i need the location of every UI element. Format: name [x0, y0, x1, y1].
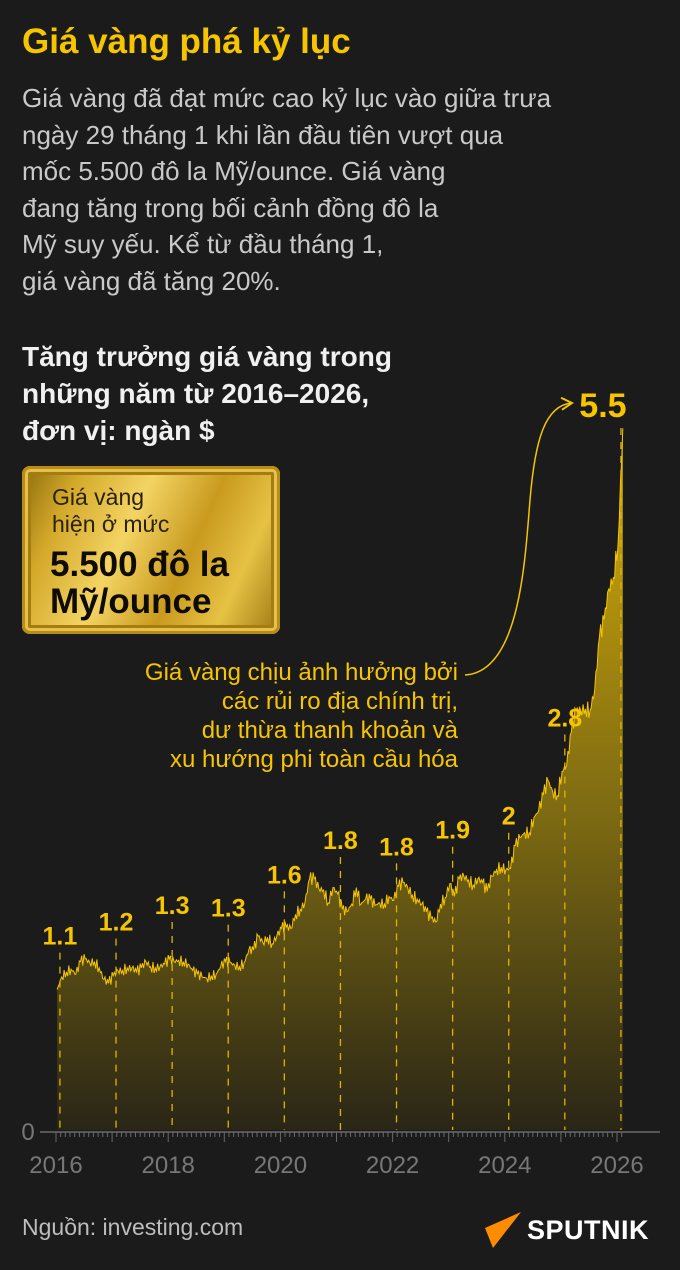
- x-tick-label: 2018: [142, 1152, 195, 1179]
- intro-text: Giá vàng đã đạt mức cao kỷ lục vào giữa …: [22, 83, 552, 296]
- sputnik-logo-icon: [485, 1212, 521, 1248]
- chart-title: Tăng trưởng giá vàng trong những năm từ …: [22, 341, 392, 446]
- chart-annotation: Giá vàng chịu ảnh hưởng bởi các rủi ro đ…: [144, 659, 458, 773]
- data-label: 5.5: [579, 387, 626, 425]
- source-text: Nguồn: investing.com: [22, 1214, 244, 1240]
- data-label: 1.8: [379, 833, 414, 861]
- data-label: 2: [502, 803, 516, 831]
- data-label: 1.3: [211, 895, 246, 923]
- data-label: 1.8: [323, 827, 358, 855]
- page-title: Giá vàng phá kỷ lục: [22, 22, 351, 61]
- x-tick-label: 2024: [478, 1152, 531, 1179]
- sputnik-logo: SPUTNIK: [485, 1212, 649, 1248]
- gold-bar-callout: Giá vàng hiện ở mức 5.500 đô la Mỹ/ounce: [22, 466, 280, 634]
- annotation-arrow: [464, 396, 574, 676]
- x-tick-label: 2026: [590, 1152, 643, 1179]
- y-tick-label: 0: [21, 1119, 34, 1146]
- price-area: [57, 428, 623, 1130]
- gold-bar-value: 5.500 đô la Mỹ/ounce: [50, 545, 229, 621]
- data-label: 2.8: [547, 704, 582, 732]
- gold-bar-caption: Giá vàng hiện ở mức: [52, 484, 170, 537]
- data-label: 1.1: [43, 923, 78, 951]
- data-label: 1.6: [267, 861, 302, 889]
- logo-text: SPUTNIK: [527, 1214, 650, 1245]
- data-label: 1.9: [435, 817, 470, 845]
- x-tick-label: 2016: [29, 1152, 82, 1179]
- price-line: [56, 428, 624, 990]
- data-label: 1.2: [99, 909, 134, 937]
- data-label: 1.3: [155, 892, 190, 920]
- x-tick-label: 2022: [366, 1152, 419, 1179]
- x-tick-label: 2020: [254, 1152, 307, 1179]
